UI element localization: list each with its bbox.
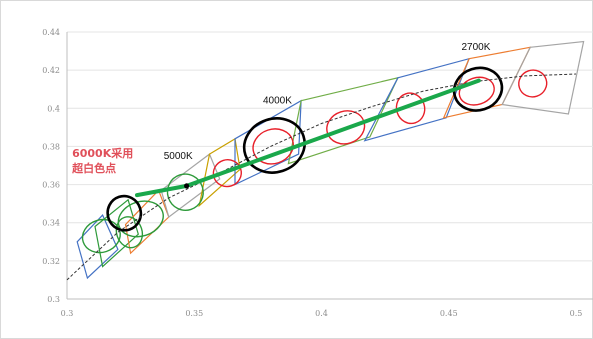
cct-label: 5000K xyxy=(164,151,193,162)
cct-label: 4000K xyxy=(263,96,292,107)
tolerance-quadrangle xyxy=(76,214,119,280)
macadam-ellipse xyxy=(458,76,495,106)
x-tick-label: 0.35 xyxy=(185,309,203,318)
macadam-ellipse xyxy=(395,92,426,125)
y-tick-label: 0.32 xyxy=(42,257,60,266)
planckian-locus-curve xyxy=(66,73,577,281)
macadam-ellipse xyxy=(252,128,294,165)
tolerance-quadrangle xyxy=(160,153,221,219)
y-tick-label: 0.44 xyxy=(42,28,60,37)
gridlines xyxy=(67,31,593,262)
x-tick-label: 0.45 xyxy=(440,309,458,318)
x-tick-label: 0.3 xyxy=(61,309,74,318)
planckian-locus xyxy=(66,73,577,281)
y-tick-label: 0.34 xyxy=(42,219,60,228)
y-tick-label: 0.3 xyxy=(47,295,60,304)
macadam-ellipse xyxy=(518,69,548,98)
cct-label: 2700K xyxy=(461,42,490,53)
x-tick-label: 0.5 xyxy=(570,309,583,318)
y-tick-label: 0.42 xyxy=(42,66,60,75)
y-tick-label: 0.38 xyxy=(42,142,60,151)
marker-point xyxy=(184,183,190,189)
callout-label: 6000K采用 xyxy=(72,146,133,160)
macadam-ellipse xyxy=(115,216,144,249)
trend-line-group xyxy=(135,78,481,198)
callout-label: 超白色点 xyxy=(71,161,116,175)
axes xyxy=(66,32,593,300)
y-tick-label: 0.36 xyxy=(42,181,60,190)
tick-labels: 0.3 0.32 0.34 0.36 0.38 0.4 0.42 0.44 0.3 0.35 0.4… xyxy=(42,28,582,318)
highlight-ellipse xyxy=(106,194,143,232)
highlight-ellipse xyxy=(452,66,504,112)
y-tick-label: 0.4 xyxy=(47,104,60,113)
highlight-ellipse xyxy=(242,117,306,174)
tolerance-quadrangle xyxy=(501,40,585,115)
x-tick-label: 0.4 xyxy=(315,309,328,318)
